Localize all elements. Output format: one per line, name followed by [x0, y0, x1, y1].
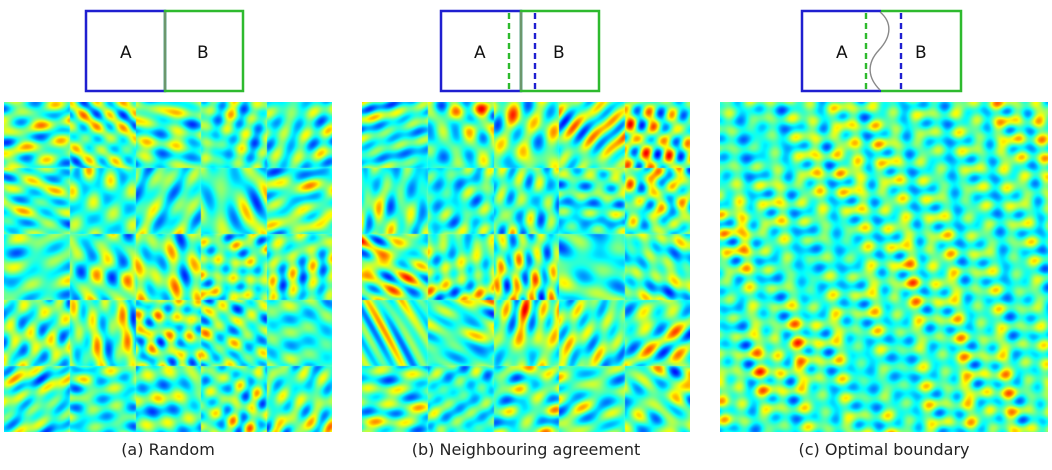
heatmap — [362, 102, 690, 432]
region-b-label: B — [915, 43, 927, 63]
region-diagram-a: A B — [84, 9, 245, 93]
panel-random: A B (a) Random — [0, 0, 336, 470]
panel-neighbouring-agreement: A B (b) Neighbouring agreement — [358, 0, 694, 470]
caption: (c) Optimal boundary — [798, 440, 970, 459]
region-diagram-c: A B — [800, 9, 963, 93]
region-diagram-b: A B — [439, 9, 601, 93]
panel-optimal-boundary: A B (c) Optimal boundary — [716, 0, 1052, 470]
region-a-label: A — [836, 43, 848, 63]
region-b-label: B — [197, 43, 209, 63]
region-b-label: B — [553, 43, 565, 63]
caption: (a) Random — [121, 440, 215, 459]
heatmap — [4, 102, 332, 432]
caption: (b) Neighbouring agreement — [411, 440, 641, 459]
region-a-label: A — [120, 43, 132, 63]
heatmap — [720, 102, 1048, 432]
region-a-label: A — [474, 43, 486, 63]
region-b-outline — [881, 9, 963, 93]
curved-boundary — [869, 11, 890, 91]
region-a-outline — [800, 9, 881, 93]
